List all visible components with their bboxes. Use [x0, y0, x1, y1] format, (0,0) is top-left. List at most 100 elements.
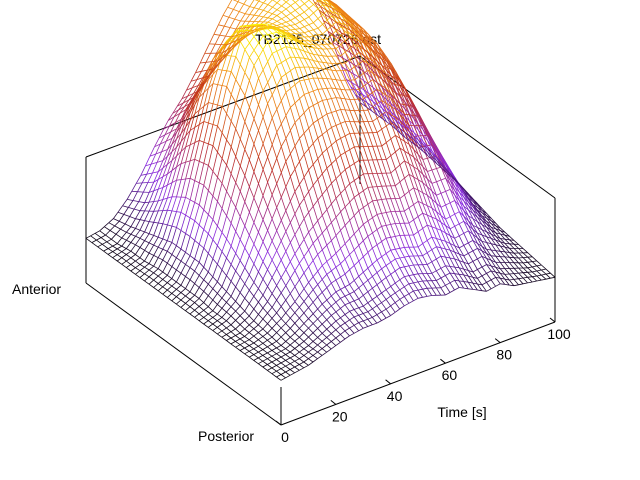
mesh-line-ap: [322, 152, 328, 169]
mesh-line-ap: [290, 56, 296, 68]
mesh-line-ap: [372, 299, 378, 306]
mesh-line-ap: [312, 122, 319, 139]
mesh-line-ap: [126, 248, 132, 252]
mesh-line-ap: [253, 295, 259, 303]
mesh-line-ap: [185, 196, 191, 201]
mesh-line-ap: [454, 258, 460, 268]
mesh-line-time: [340, 243, 346, 249]
mesh-line-ap: [326, 69, 332, 80]
mesh-line-time: [141, 174, 148, 184]
mesh-line-ap: [244, 149, 250, 160]
mesh-line-ap: [289, 363, 295, 368]
mesh-line-time: [271, 365, 277, 369]
mesh-line-ap: [114, 225, 121, 230]
mesh-line-time: [299, 132, 305, 139]
mesh-line-time: [285, 307, 291, 314]
mesh-line-ap: [185, 302, 191, 308]
mesh-line-ap: [495, 271, 501, 279]
mesh-line-time: [386, 70, 392, 82]
mesh-line-ap: [212, 145, 218, 153]
mesh-line-time: [198, 229, 205, 245]
mesh-line-time: [106, 238, 112, 243]
mesh-line-ap: [226, 340, 232, 345]
mesh-line-time: [335, 123, 341, 126]
mesh-line-time: [518, 277, 524, 280]
mesh-line-ap: [203, 184, 209, 191]
mesh-line-ap: [230, 264, 236, 272]
mesh-line-ap: [362, 272, 369, 281]
mesh-line-time: [381, 58, 387, 62]
mesh-line-ap: [195, 70, 202, 73]
mesh-line-time: [331, 301, 337, 307]
mesh-line-ap: [395, 99, 401, 105]
mesh-line-time: [344, 284, 350, 288]
mesh-line-ap: [368, 59, 374, 65]
mesh-line-ap: [431, 140, 437, 148]
mesh-line-ap: [294, 234, 300, 247]
mesh-line-time: [157, 199, 164, 212]
mesh-line-ap: [189, 291, 195, 296]
mesh-line-ap: [431, 190, 437, 204]
mesh-line-ap: [198, 287, 204, 292]
mesh-line-time: [249, 354, 254, 358]
mesh-line-time: [239, 336, 245, 340]
mesh-line-time: [454, 279, 460, 282]
mesh-line-ap: [294, 39, 300, 44]
mesh-line-ap: [185, 160, 191, 163]
mesh-line-ap: [244, 33, 250, 37]
mesh-line-time: [299, 341, 305, 346]
mesh-line-time: [312, 137, 319, 144]
mesh-line-ap: [385, 265, 392, 275]
mesh-line-ap: [326, 113, 332, 128]
mesh-line-ap: [435, 280, 442, 289]
mesh-line-ap: [308, 16, 314, 23]
mesh-line-time: [271, 312, 277, 319]
mesh-line-ap: [212, 219, 218, 227]
mesh-line-ap: [319, 0, 323, 3]
mesh-line-time: [381, 91, 387, 96]
mesh-line-time: [308, 105, 314, 109]
mesh-line-ap: [390, 286, 396, 294]
mesh-line-time: [454, 266, 460, 269]
mesh-line-time: [385, 286, 391, 291]
mesh-line-ap: [354, 20, 360, 26]
mesh-line-ap: [326, 309, 332, 316]
mesh-line-ap: [244, 30, 250, 36]
mesh-line-time: [267, 277, 273, 287]
mesh-line-time: [440, 284, 446, 289]
mesh-line-ap: [258, 351, 264, 356]
mesh-line-ap: [477, 221, 483, 230]
mesh-line-time: [176, 260, 182, 271]
mesh-line-time: [176, 196, 182, 212]
mesh-line-ap: [176, 151, 182, 157]
mesh-line-ap: [390, 138, 396, 153]
mesh-line-time: [376, 88, 383, 93]
mesh-line-ap: [431, 199, 437, 212]
mesh-line-time: [523, 261, 528, 264]
mesh-line-time: [165, 131, 172, 142]
mesh-line-time: [326, 127, 332, 132]
mesh-line-ap: [262, 355, 268, 360]
mesh-line-time: [299, 218, 305, 227]
mesh-line-ap: [308, 327, 314, 334]
mesh-line-time: [280, 348, 286, 352]
mesh-line-ap: [217, 326, 223, 332]
mesh-line-time: [267, 18, 273, 23]
mesh-line-time: [372, 72, 378, 77]
mesh-line-ap: [458, 235, 465, 246]
mesh-line-time: [386, 94, 392, 99]
mesh-line-time: [267, 218, 273, 231]
mesh-line-time: [395, 117, 401, 121]
mesh-line-ap: [326, 209, 332, 223]
mesh-line-time: [105, 230, 111, 236]
mesh-line-time: [331, 291, 337, 297]
mesh-line-time: [360, 98, 367, 107]
mesh-line-ap: [290, 13, 296, 18]
mesh-line-ap: [303, 133, 310, 149]
mesh-line-ap: [285, 186, 291, 202]
mesh-line-time: [219, 26, 225, 36]
mesh-line-time: [335, 138, 341, 142]
mesh-line-time: [518, 283, 524, 286]
mesh-line-ap: [239, 260, 246, 269]
mesh-line-ap: [267, 21, 273, 25]
